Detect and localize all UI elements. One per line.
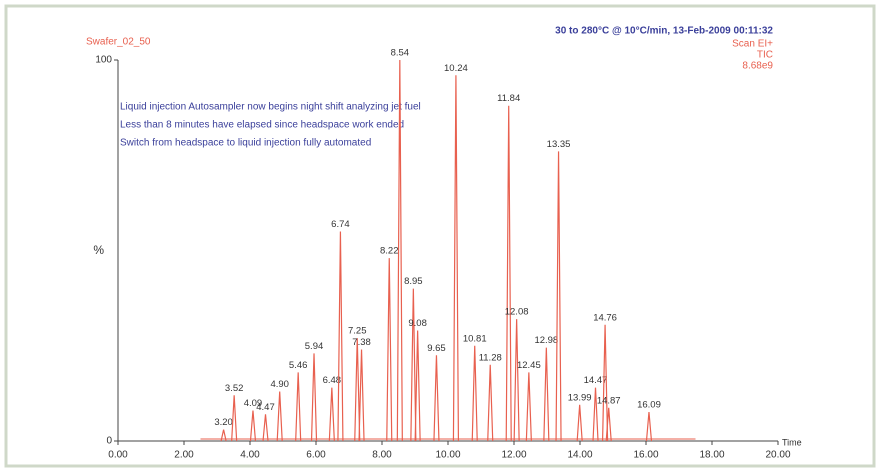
peak [310, 353, 318, 442]
peak [505, 105, 512, 442]
scan: Scan EI+ [732, 39, 773, 50]
x-tick-label: 12.00 [501, 450, 526, 461]
x-tick-label: 18.00 [699, 450, 724, 461]
annotation: Less than 8 minutes have elapsed since h… [120, 120, 404, 131]
x-tick-label: 4.00 [240, 450, 260, 461]
peak-label: 5.94 [305, 341, 324, 352]
peak-label: 6.48 [323, 375, 342, 386]
peak-label: 12.08 [505, 307, 529, 318]
peak-label: 8.54 [391, 48, 410, 59]
x-tick-label: 16.00 [633, 450, 658, 461]
peak-label: 14.87 [597, 395, 621, 406]
peak [410, 288, 417, 442]
peak-label: 14.76 [593, 312, 617, 323]
peak [231, 395, 238, 442]
peak [386, 258, 393, 442]
peak-label: 8.22 [380, 246, 399, 257]
peak [471, 345, 478, 442]
peak [592, 387, 599, 442]
peak [525, 372, 532, 442]
x-tick-label: 6.00 [306, 450, 326, 461]
y-tick-label: 0 [106, 436, 112, 447]
sample-name: Swafer_02_50 [86, 37, 151, 48]
x-tick-label: 10.00 [435, 450, 460, 461]
peak-label: 6.74 [331, 219, 350, 230]
peak-label: 10.24 [444, 63, 468, 74]
peak [543, 347, 550, 442]
peak [576, 404, 583, 442]
x-tick-label: 14.00 [567, 450, 592, 461]
intensity: 8.68e9 [742, 61, 773, 72]
peak-label: 7.25 [348, 326, 367, 337]
peak [645, 411, 653, 442]
peak-label: 7.38 [352, 337, 371, 348]
peak-label: 12.45 [517, 360, 541, 371]
peak [433, 355, 440, 442]
x-tick-label: 2.00 [174, 450, 194, 461]
peak-label: 4.09 [244, 398, 263, 409]
y-tick-label: 100 [95, 55, 112, 66]
peak-label: 9.65 [427, 343, 446, 354]
peak [601, 324, 609, 442]
peak [295, 372, 302, 442]
peak [605, 407, 612, 442]
peak [487, 364, 494, 442]
peak-label: 3.52 [225, 383, 244, 394]
peak [414, 330, 421, 442]
trace-name: TIC [757, 50, 773, 61]
peak [220, 429, 227, 442]
peak-label: 13.35 [547, 139, 571, 150]
peak-label: 9.08 [408, 318, 427, 329]
peak [276, 391, 283, 442]
peak [337, 231, 344, 442]
peak [354, 338, 361, 442]
x-tick-label: 20.00 [765, 450, 790, 461]
peak-label: 12.98 [534, 335, 558, 346]
annotation: Switch from headspace to liquid injectio… [120, 138, 371, 149]
peak-label: 13.99 [568, 392, 592, 403]
x-label: Time [782, 437, 802, 447]
y-label: % [93, 243, 104, 257]
peak [358, 349, 365, 442]
peak-label: 11.84 [497, 93, 520, 104]
peak [249, 410, 257, 442]
peak-label: 5.46 [289, 360, 308, 371]
peak [513, 319, 520, 442]
peak-label: 16.09 [637, 400, 661, 411]
peak-label: 14.47 [584, 375, 608, 386]
peak-label: 8.95 [404, 276, 423, 287]
x-tick-label: 0.00 [108, 450, 128, 461]
frame [4, 4, 876, 468]
peak-label: 3.20 [214, 417, 233, 428]
x-tick-label: 8.00 [372, 450, 392, 461]
method: 30 to 280°C @ 10°C/min, 13-Feb-2009 00:1… [555, 26, 773, 37]
peak-label: 10.81 [463, 333, 487, 344]
peak [452, 75, 460, 442]
peak-label: 4.47 [256, 402, 275, 413]
peak-label: 4.90 [270, 379, 289, 390]
annotation: Liquid injection Autosampler now begins … [120, 102, 421, 113]
peak [555, 151, 562, 442]
peak [396, 59, 403, 442]
peak [328, 387, 335, 442]
peak-label: 11.28 [479, 352, 502, 363]
peak [262, 414, 269, 442]
